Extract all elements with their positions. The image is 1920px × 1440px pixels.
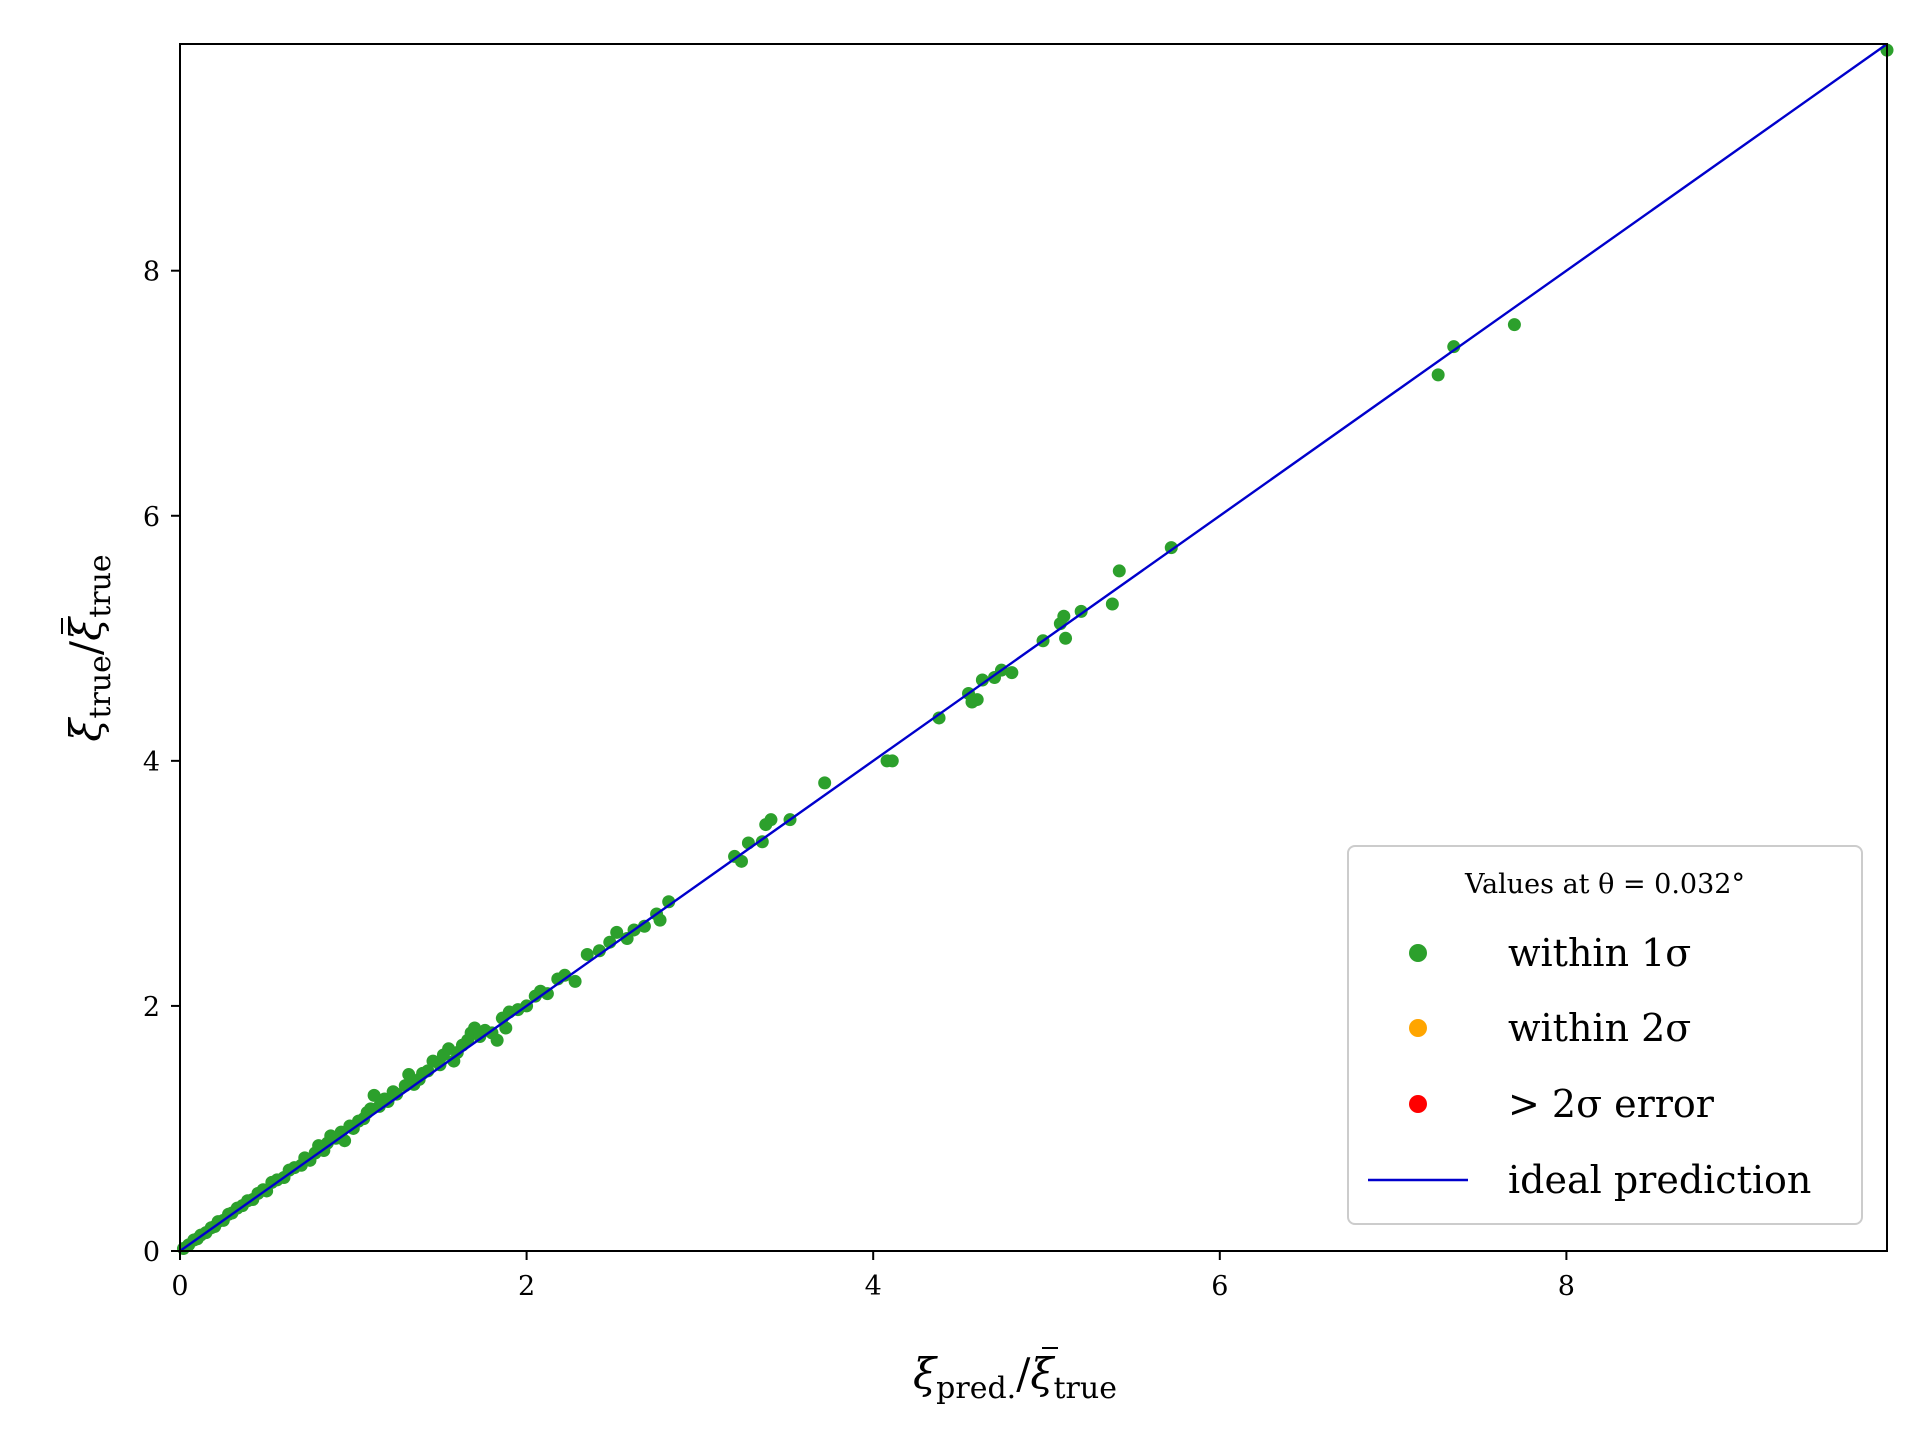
data-point	[1164, 541, 1178, 555]
y-tick-label: 8	[143, 257, 160, 288]
y-label-sub: true	[83, 655, 118, 718]
data-point	[568, 974, 582, 988]
data-point	[1057, 609, 1071, 623]
legend-label: within 2σ	[1508, 1006, 1691, 1050]
x-tick-label: 6	[1211, 1271, 1228, 1302]
data-point	[367, 1088, 381, 1102]
x-axis-ticks: 0 2 4 6 8	[171, 1251, 1575, 1302]
data-point	[540, 987, 554, 1001]
data-point	[433, 1058, 447, 1072]
x-label-oversub: true	[1054, 1371, 1117, 1406]
data-point	[610, 925, 624, 939]
plot-frame	[179, 43, 1888, 1252]
data-point	[653, 913, 667, 927]
y-tick-label: 2	[143, 992, 160, 1023]
legend-title: Values at θ = 0.032°	[1464, 869, 1745, 900]
y-label-main: ξ	[61, 717, 110, 742]
x-label-over: ξ	[1030, 1349, 1055, 1398]
data-point	[338, 1134, 352, 1148]
legend: Values at θ = 0.032° within 1σ within 2σ >…	[1347, 845, 1863, 1225]
data-point	[499, 1021, 513, 1035]
x-label-sub: pred.	[936, 1371, 1016, 1406]
y-tick-label: 0	[143, 1237, 160, 1268]
x-axis-label: ξpred./ξtrue	[913, 1349, 1117, 1406]
data-point	[592, 944, 606, 958]
data-point	[932, 711, 946, 725]
legend-frame	[1347, 845, 1863, 1225]
x-tick-label: 4	[865, 1271, 882, 1302]
data-point	[490, 1033, 504, 1047]
data-point	[1005, 666, 1019, 680]
x-tick-label: 8	[1558, 1271, 1575, 1302]
data-point	[558, 968, 572, 982]
data-point	[1074, 604, 1088, 618]
data-point	[885, 754, 899, 768]
data-point	[1105, 597, 1119, 611]
x-tick-label: 0	[171, 1271, 188, 1302]
data-point	[637, 919, 651, 933]
data-point	[381, 1095, 395, 1109]
data-point	[764, 813, 778, 827]
data-point	[818, 776, 832, 790]
legend-label: within 1σ	[1508, 931, 1691, 975]
y-axis-label: ξtrue/ξtrue	[61, 554, 118, 741]
x-label-main: ξ	[913, 1349, 938, 1398]
data-point	[975, 673, 989, 687]
data-point	[402, 1068, 416, 1082]
data-point	[1431, 368, 1445, 382]
data-point	[662, 895, 676, 909]
y-label-over: ξ	[61, 616, 110, 641]
y-tick-label: 6	[143, 502, 160, 533]
data-point	[580, 947, 594, 961]
legend-label: > 2σ error	[1508, 1082, 1715, 1126]
legend-marker	[1409, 944, 1427, 962]
data-point	[390, 1087, 404, 1101]
y-tick-label: 4	[143, 747, 160, 778]
y-label-oversub: true	[83, 554, 118, 617]
data-point	[1447, 340, 1461, 354]
legend-marker	[1409, 1095, 1427, 1113]
legend-marker	[1409, 1019, 1427, 1037]
data-point	[1059, 631, 1073, 645]
data-point	[755, 835, 769, 849]
y-axis-ticks: 0 2 4 6 8	[143, 257, 180, 1268]
data-point	[741, 836, 755, 850]
x-tick-label: 2	[518, 1271, 535, 1302]
legend-label: ideal prediction	[1508, 1158, 1811, 1202]
data-point	[970, 693, 984, 707]
ideal-prediction-line	[179, 43, 1888, 1252]
data-point	[1507, 318, 1521, 332]
data-point	[734, 854, 748, 868]
data-point	[1112, 564, 1126, 578]
